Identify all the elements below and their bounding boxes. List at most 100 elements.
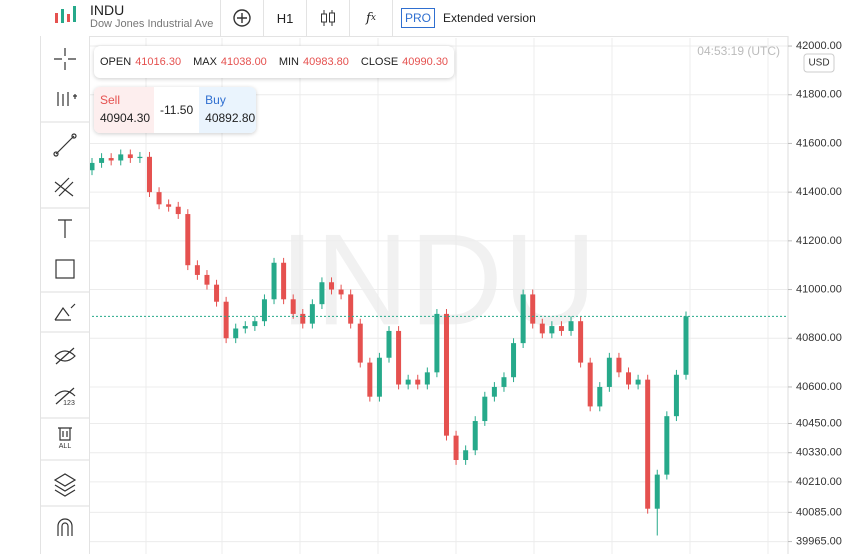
description: Dow Jones Industrial Ave [90,18,214,30]
candle-body [127,154,133,159]
y-tick-label: 39965.00 [796,535,842,547]
candle-body [175,206,181,215]
candle-body [137,156,143,159]
candle-body [386,330,392,358]
y-tick-label: 42000.00 [796,40,842,52]
candle-body [319,282,325,305]
symbol: INDU [90,2,125,18]
open-value: 41016.30 [135,56,182,68]
spread: -11.50 [160,103,194,117]
candle-body [214,284,220,302]
candle-body [252,321,258,327]
candle-body [396,330,402,385]
candle-body [453,435,459,461]
candle-body [645,379,651,509]
max-label: MAX [193,56,217,68]
y-tick-label: 40600.00 [796,381,842,393]
y-tick-label: 41600.00 [796,137,842,149]
add-button[interactable] [220,0,263,36]
candle-body [511,343,517,378]
buy-button[interactable]: Buy 40892.80 [199,87,256,133]
candle-body [443,313,449,436]
logo [55,6,76,23]
max-value: 41038.00 [220,56,267,68]
pro-badge: PRO [401,8,436,28]
y-tick-label: 40450.00 [796,417,842,429]
candle-body [626,372,632,385]
candle-body [357,323,363,363]
candle-body [530,294,536,324]
buy-label: Buy [205,93,226,107]
candle-body [587,362,593,407]
candle-body [376,357,382,397]
extended-label: Extended version [443,11,536,25]
candle-body [261,299,267,322]
candle-body [463,450,469,461]
candle-body [405,379,411,385]
candle-body [329,282,335,290]
candle-body [348,294,354,324]
sell-button[interactable]: Sell 40904.30 [94,87,154,133]
delete-icon-label: ALL [59,443,72,450]
min-value: 40983.80 [302,56,349,68]
candle-body [491,386,497,397]
ohlc-panel: OPEN 41016.30 MAX 41038.00 MIN 40983.80 CLO… [94,46,455,78]
candle-body [99,158,105,163]
left-toolbar: 123 ALL [40,36,90,554]
currency-box[interactable] [803,53,835,73]
candle-body [166,204,172,207]
candle-body [434,313,440,373]
candle-body [309,304,315,324]
currency[interactable]: USD [808,58,829,69]
candle-body [185,214,191,266]
min-label: MIN [278,56,299,68]
candle-body [271,262,277,300]
candle-body [108,158,114,161]
sell-label: Sell [100,93,121,107]
y-tick-label: 41800.00 [796,89,842,101]
y-tick-label: 41400.00 [796,186,842,198]
hide-icon-label: 123 [63,400,75,407]
trade-panel: Sell 40904.30 -11.50 Buy 40892.80 [94,87,256,133]
candle-body [482,396,488,422]
candle-body [194,265,200,275]
y-tick-label: 40210.00 [796,476,842,488]
timeframe[interactable]: H1 [263,0,306,36]
candle-body [472,421,478,451]
candle-body [568,321,574,331]
candle-body [233,328,239,339]
y-tick-label: 40085.00 [796,506,842,518]
candle-body [549,326,555,334]
toolbar-icons: 123 ALL [41,48,89,536]
candle-body [664,416,670,475]
candle-body [281,262,287,300]
candle-body [242,326,248,329]
candle-body [606,357,612,387]
candle-body [558,326,564,331]
candle-body [204,274,210,285]
extended-button[interactable]: PRO Extended version [392,0,544,36]
close-label: CLOSE [360,56,399,68]
close-value: 40990.30 [402,56,449,68]
candle-body [415,379,421,385]
candle-body [367,362,373,397]
open-label: OPEN [100,56,132,68]
clock: 04:53:19 (UTC) [697,44,780,58]
candle-body [223,301,229,339]
y-tick-label: 41000.00 [796,283,842,295]
y-tick-label: 41200.00 [796,235,842,247]
candle-body [635,379,641,385]
candle-body [578,321,584,363]
candle-body [654,474,660,509]
candle-body [673,374,679,417]
candle-body [338,289,344,295]
candle-body [290,299,296,314]
candle-body [118,154,124,161]
candle-body [146,156,152,193]
chart-type-button[interactable] [306,0,349,36]
